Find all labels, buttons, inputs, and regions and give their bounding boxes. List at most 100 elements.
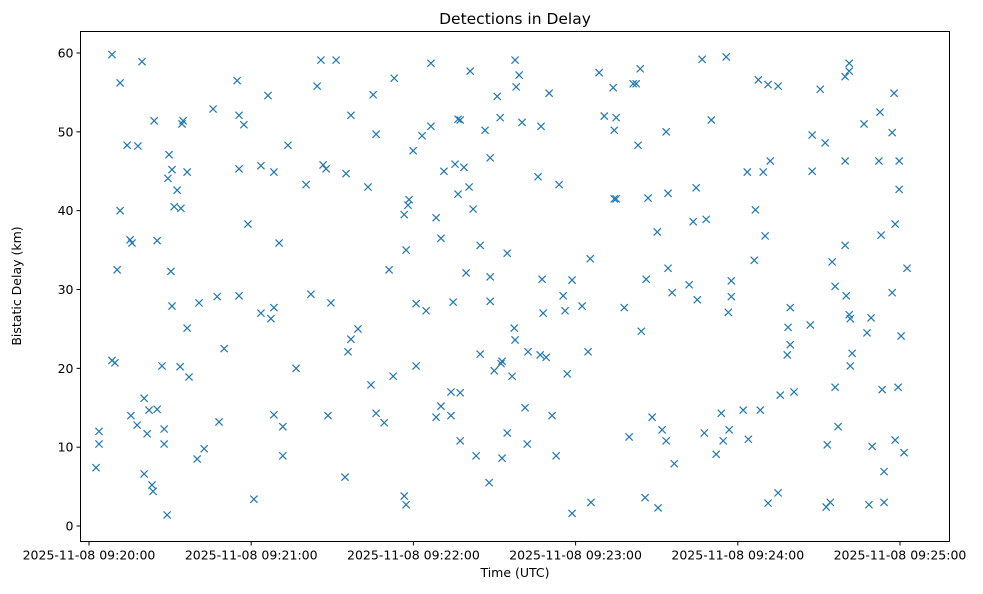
data-point-184 <box>641 493 650 502</box>
data-point-209 <box>724 308 733 317</box>
data-point-173 <box>610 126 619 135</box>
data-point-140 <box>503 428 512 438</box>
data-point-136 <box>496 359 506 368</box>
data-point-129 <box>485 478 494 487</box>
data-point-228 <box>783 350 792 359</box>
data-point-56 <box>249 495 258 504</box>
data-point-26 <box>160 425 169 434</box>
data-point-76 <box>326 298 335 307</box>
data-point-85 <box>366 380 375 389</box>
data-point-147 <box>518 118 527 127</box>
data-point-212 <box>727 276 736 285</box>
data-point-87 <box>372 130 381 139</box>
data-point-43 <box>193 454 202 464</box>
data-point-103 <box>422 306 431 315</box>
data-point-234 <box>808 130 817 140</box>
data-point-61 <box>269 303 278 312</box>
data-point-5 <box>110 358 119 367</box>
data-point-118 <box>456 436 465 445</box>
data-point-0 <box>92 463 101 472</box>
data-point-258 <box>867 313 876 322</box>
data-point-67 <box>283 141 292 150</box>
data-point-60 <box>266 314 275 323</box>
data-point-255 <box>860 119 869 128</box>
data-point-210 <box>725 425 734 434</box>
data-point-33 <box>167 302 177 311</box>
data-point-78 <box>340 473 350 482</box>
data-point-218 <box>754 75 763 84</box>
data-point-91 <box>389 372 398 381</box>
data-point-1 <box>94 427 104 436</box>
data-point-202 <box>700 428 709 438</box>
data-point-132 <box>486 297 495 306</box>
data-point-9 <box>123 141 132 150</box>
data-point-229 <box>784 323 793 332</box>
data-point-167 <box>584 347 593 356</box>
data-point-264 <box>880 498 889 507</box>
data-point-120 <box>459 163 468 172</box>
data-point-64 <box>275 238 284 248</box>
data-point-46 <box>209 104 218 113</box>
data-point-130 <box>486 153 495 162</box>
data-point-124 <box>469 205 478 214</box>
data-point-66 <box>278 451 287 460</box>
data-point-106 <box>432 213 441 222</box>
data-point-225 <box>774 488 783 497</box>
data-point-185 <box>642 275 651 284</box>
data-point-160 <box>555 180 564 189</box>
data-point-262 <box>877 231 886 240</box>
data-point-119 <box>456 388 465 397</box>
data-point-21 <box>149 487 158 496</box>
data-point-273 <box>895 185 904 194</box>
data-point-176 <box>612 194 621 203</box>
data-point-200 <box>693 295 702 304</box>
data-point-101 <box>412 361 421 370</box>
data-point-149 <box>523 347 533 356</box>
data-point-183 <box>637 327 646 336</box>
data-point-165 <box>568 276 577 285</box>
data-point-122 <box>465 182 474 192</box>
data-point-191 <box>662 127 671 136</box>
data-point-13 <box>133 421 142 430</box>
data-point-48 <box>215 417 224 426</box>
data-point-92 <box>390 74 399 83</box>
data-point-254 <box>848 349 857 358</box>
data-point-158 <box>548 411 557 420</box>
data-point-227 <box>776 391 785 400</box>
data-point-151 <box>533 172 543 181</box>
data-point-232 <box>790 387 799 397</box>
x-tick-label: 2025-11-08 09:23:00 <box>509 548 642 563</box>
data-point-143 <box>511 335 520 344</box>
data-point-37 <box>176 204 185 213</box>
data-point-261 <box>875 108 885 117</box>
data-point-107 <box>432 413 441 422</box>
data-point-111 <box>446 411 456 420</box>
data-point-18 <box>143 429 152 438</box>
data-point-73 <box>319 160 328 169</box>
data-point-187 <box>648 413 657 422</box>
data-point-93 <box>400 492 409 501</box>
data-point-170 <box>595 68 604 77</box>
data-point-36 <box>176 362 185 371</box>
data-point-168 <box>586 254 595 263</box>
data-point-216 <box>750 256 759 265</box>
data-point-263 <box>878 385 887 394</box>
data-point-155 <box>539 309 548 318</box>
data-point-222 <box>764 499 773 508</box>
data-point-31 <box>166 267 175 276</box>
data-point-257 <box>864 500 873 509</box>
data-point-245 <box>841 156 850 166</box>
data-point-105 <box>426 59 435 68</box>
data-point-139 <box>503 249 512 258</box>
data-point-96 <box>402 246 411 255</box>
data-point-68 <box>292 364 301 373</box>
y-tick-label: 0 <box>66 519 74 534</box>
data-point-207 <box>719 436 728 445</box>
y-tick-label: 30 <box>58 282 74 297</box>
data-point-268 <box>890 89 899 98</box>
chart-title: Detections in Delay <box>439 10 591 28</box>
data-point-199 <box>692 183 701 192</box>
x-tick-label: 2025-11-08 09:22:00 <box>347 548 480 563</box>
data-point-69 <box>302 180 311 189</box>
data-point-201 <box>698 55 707 64</box>
